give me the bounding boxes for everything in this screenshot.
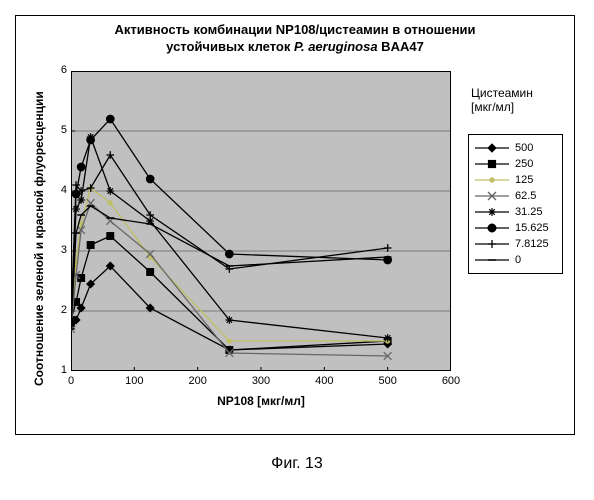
legend-label: 31.25 <box>515 206 543 218</box>
legend-item: 31.25 <box>473 205 558 219</box>
x-tick-label: 500 <box>376 375 400 387</box>
plot-svg <box>71 71 451 371</box>
figure-container: Активность комбинации NP108/цистеамин в … <box>0 0 594 500</box>
y-tick-label: 2 <box>53 304 67 316</box>
legend-item: 7.8125 <box>473 237 558 251</box>
title-line2a: устойчивых клеток <box>166 39 294 54</box>
chart-title: Активность комбинации NP108/цистеамин в … <box>16 22 574 56</box>
legend-label: 62.5 <box>515 190 536 202</box>
y-axis-label: Соотношение зеленой и красной флуоресцен… <box>32 91 46 386</box>
x-tick-label: 400 <box>312 375 336 387</box>
x-tick-label: 0 <box>59 375 83 387</box>
legend-title-1: Цистеамин <box>471 86 533 100</box>
legend-item: 15.625 <box>473 221 558 235</box>
legend-title: Цистеамин [мкг/мл] <box>471 86 561 114</box>
plot-area <box>71 71 451 371</box>
legend-item: 250 <box>473 157 558 171</box>
x-tick-label: 600 <box>439 375 463 387</box>
legend-item: 0 <box>473 253 558 267</box>
y-tick-label: 4 <box>53 184 67 196</box>
legend-swatch <box>473 205 511 219</box>
legend-swatch <box>473 237 511 251</box>
x-tick-label: 300 <box>249 375 273 387</box>
title-line2-ital: P. aeruginosa <box>294 39 378 54</box>
legend-swatch <box>473 253 511 267</box>
legend-swatch <box>473 173 511 187</box>
legend-label: 15.625 <box>515 222 549 234</box>
legend-swatch <box>473 157 511 171</box>
y-tick-label: 3 <box>53 244 67 256</box>
legend-item: 62.5 <box>473 189 558 203</box>
legend-title-2: [мкг/мл] <box>471 100 514 114</box>
legend-label: 125 <box>515 174 533 186</box>
x-tick-label: 100 <box>122 375 146 387</box>
x-tick-label: 200 <box>186 375 210 387</box>
legend-label: 7.8125 <box>515 238 549 250</box>
figure-caption: Фиг. 13 <box>0 455 594 473</box>
title-line1: Активность комбинации NP108/цистеамин в … <box>114 22 475 37</box>
chart-outer-box: Активность комбинации NP108/цистеамин в … <box>15 15 575 435</box>
legend-label: 250 <box>515 158 533 170</box>
y-tick-label: 5 <box>53 124 67 136</box>
legend-swatch <box>473 189 511 203</box>
y-tick-label: 6 <box>53 64 67 76</box>
x-axis-label: NP108 [мкг/мл] <box>71 394 451 408</box>
title-line2b: BAA47 <box>378 39 424 54</box>
legend-swatch <box>473 141 511 155</box>
legend-label: 0 <box>515 254 521 266</box>
legend-swatch <box>473 221 511 235</box>
y-tick-label: 1 <box>53 364 67 376</box>
legend-item: 125 <box>473 173 558 187</box>
legend-label: 500 <box>515 142 533 154</box>
legend-item: 500 <box>473 141 558 155</box>
legend-box: 500 250 125 62.5 31.25 15.625 7.8125 0 <box>468 134 563 274</box>
